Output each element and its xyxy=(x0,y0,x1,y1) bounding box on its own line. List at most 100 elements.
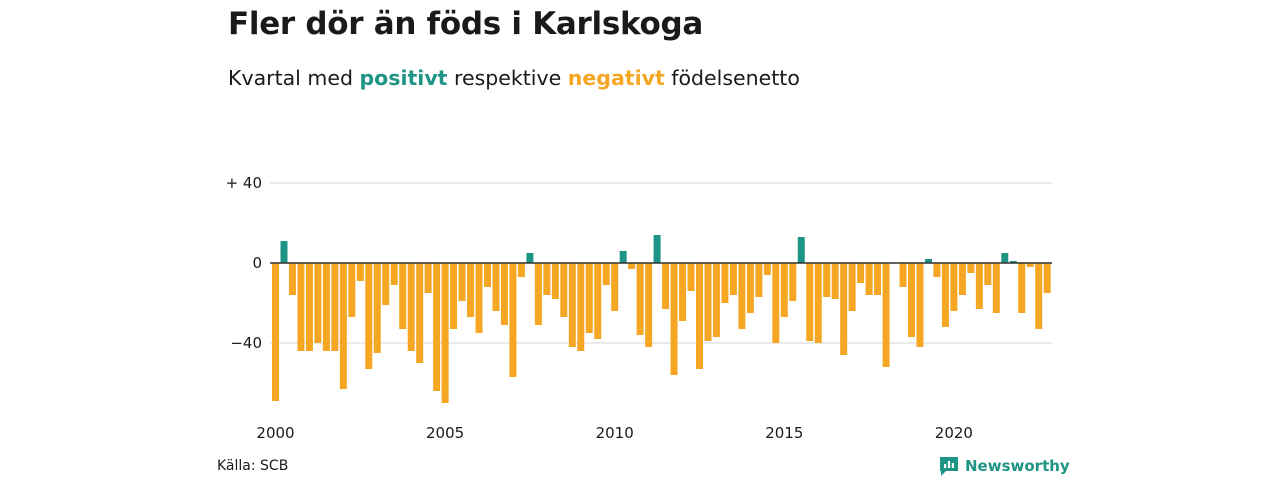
bar xyxy=(882,263,890,367)
bar xyxy=(441,263,449,403)
bar xyxy=(789,263,797,301)
bar xyxy=(865,263,873,295)
bar xyxy=(645,263,653,347)
bar xyxy=(772,263,780,343)
bar xyxy=(984,263,992,285)
bar xyxy=(339,263,347,389)
x-tick-label: 2015 xyxy=(765,424,803,442)
bar xyxy=(712,263,720,337)
bar xyxy=(874,263,882,295)
bar xyxy=(840,263,848,355)
bar xyxy=(679,263,687,321)
bar xyxy=(492,263,500,311)
bar xyxy=(806,263,814,341)
bar xyxy=(950,263,958,311)
y-tick-label: −40 xyxy=(230,334,262,352)
bar xyxy=(814,263,822,343)
x-tick-label: 2005 xyxy=(426,424,464,442)
bar xyxy=(348,263,356,317)
bar xyxy=(585,263,593,333)
bar xyxy=(399,263,407,329)
bar xyxy=(797,237,805,263)
brand-name: Newsworthy xyxy=(965,457,1070,475)
bar xyxy=(602,263,610,285)
bar xyxy=(433,263,441,391)
bar xyxy=(636,263,644,335)
bar xyxy=(992,263,1000,313)
chart-subtitle: Kvartal med positivt respektive negativt… xyxy=(228,66,800,90)
bar xyxy=(594,263,602,339)
bar xyxy=(823,263,831,297)
bar xyxy=(382,263,390,305)
bar xyxy=(331,263,339,351)
brand-logo[interactable]: Newsworthy xyxy=(938,455,1070,477)
bar xyxy=(314,263,322,343)
bar xyxy=(924,259,932,263)
bar xyxy=(1026,263,1034,267)
chart-title: Fler dör än föds i Karlskoga xyxy=(228,6,703,42)
subtitle-positive-word: positivt xyxy=(359,66,448,90)
subtitle-middle: respektive xyxy=(447,66,568,90)
bar xyxy=(611,263,619,311)
subtitle-prefix: Kvartal med xyxy=(228,66,360,90)
bar xyxy=(551,263,559,299)
bar xyxy=(780,263,788,317)
newsworthy-logo-icon xyxy=(940,457,958,476)
bar xyxy=(628,263,636,269)
bar xyxy=(704,263,712,341)
bar xyxy=(729,263,737,295)
bar xyxy=(933,263,941,277)
bar xyxy=(288,263,296,295)
source-note: Källa: SCB xyxy=(217,458,289,474)
bar xyxy=(373,263,381,353)
bar xyxy=(763,263,771,275)
bar xyxy=(619,251,627,263)
bar xyxy=(721,263,729,303)
bar xyxy=(356,263,364,281)
bar xyxy=(272,263,279,401)
bar xyxy=(1035,263,1043,329)
subtitle-suffix: födelsenetto xyxy=(664,66,800,90)
bar xyxy=(857,263,865,283)
x-tick-label: 2020 xyxy=(935,424,973,442)
bar xyxy=(916,263,924,347)
y-tick-label: + 40 xyxy=(226,174,262,192)
bar xyxy=(500,263,508,325)
bar xyxy=(280,241,288,263)
bar xyxy=(305,263,313,351)
bar xyxy=(526,253,534,263)
bar xyxy=(941,263,949,327)
bar xyxy=(958,263,966,295)
bar xyxy=(467,263,475,317)
bar xyxy=(831,263,839,299)
bar xyxy=(560,263,568,317)
bar xyxy=(534,263,542,325)
bar xyxy=(755,263,763,297)
bar xyxy=(1009,261,1017,263)
bar xyxy=(1018,263,1026,313)
bar xyxy=(738,263,746,329)
y-tick-label: 0 xyxy=(252,254,262,272)
bar xyxy=(670,263,678,375)
bar xyxy=(450,263,458,329)
x-tick-label: 2010 xyxy=(596,424,634,442)
bar xyxy=(975,263,983,309)
bar xyxy=(568,263,576,347)
bar xyxy=(899,263,907,287)
bar xyxy=(390,263,398,285)
bar xyxy=(696,263,703,369)
bar xyxy=(416,263,424,363)
bar xyxy=(662,263,670,309)
bar xyxy=(475,263,483,333)
bar xyxy=(653,235,661,263)
bar xyxy=(543,263,551,295)
bar xyxy=(1043,263,1051,293)
subtitle-negative-word: negativt xyxy=(567,66,665,90)
bar xyxy=(322,263,330,351)
bar xyxy=(484,263,491,287)
bar xyxy=(424,263,432,293)
bar xyxy=(517,263,525,277)
bar xyxy=(908,263,915,337)
bar xyxy=(848,263,856,311)
